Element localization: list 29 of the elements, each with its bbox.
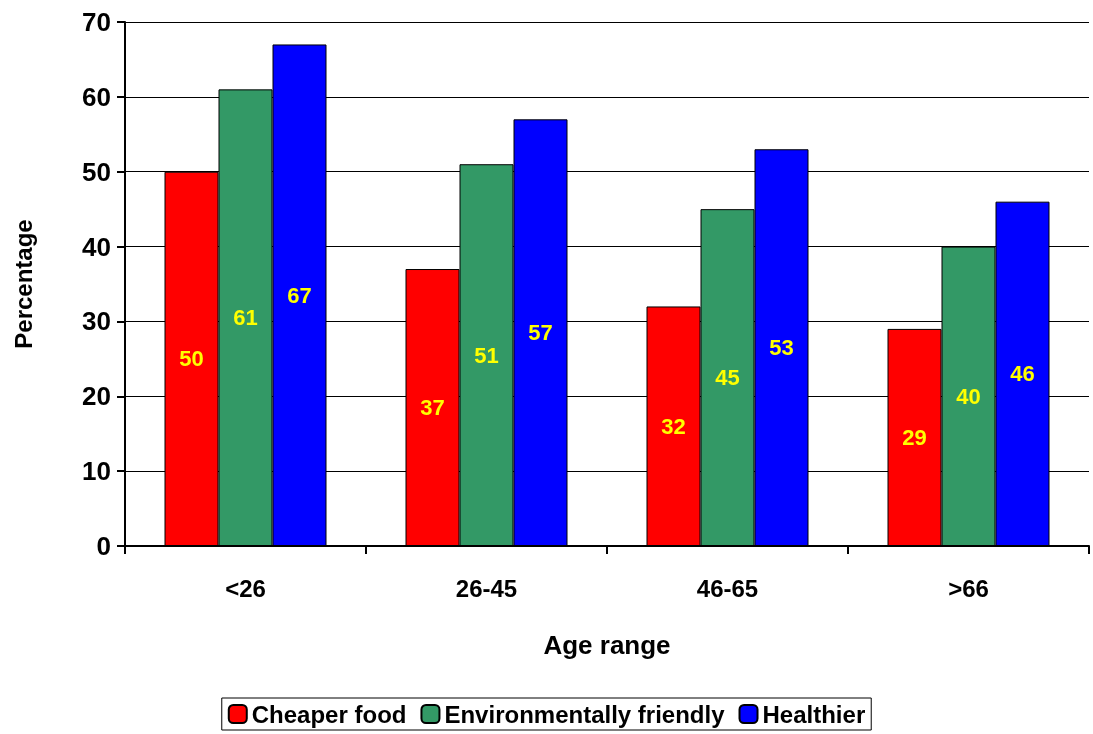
data-label: 57 [528, 320, 553, 346]
y-tick-label: 30 [82, 306, 111, 337]
x-tick-label: 46-65 [696, 574, 759, 602]
legend-label: Environmentally friendly [444, 700, 726, 728]
data-label: 50 [179, 346, 204, 372]
x-tick-label: 26-45 [455, 574, 518, 602]
y-tick-label: 40 [82, 231, 111, 262]
legend-label: Cheaper food [251, 700, 407, 728]
x-axis-title: Age range [543, 630, 671, 660]
data-label: 61 [233, 305, 258, 331]
data-label: 29 [902, 424, 927, 450]
x-tick-label: >66 [948, 574, 989, 602]
y-tick-label: 10 [82, 456, 111, 487]
data-label: 67 [287, 282, 312, 308]
data-label: 32 [661, 413, 686, 439]
data-label: 51 [474, 342, 499, 368]
data-label: 40 [956, 383, 981, 409]
data-label: 37 [420, 395, 445, 421]
y-axis-title: Percentage [9, 219, 37, 349]
y-tick-label: 0 [96, 531, 111, 561]
y-tick-label: 20 [82, 381, 111, 412]
legend-label: Healthier [762, 700, 866, 728]
y-tick-label: 60 [82, 81, 111, 112]
data-label: 46 [1010, 361, 1035, 387]
data-label: 45 [715, 365, 740, 391]
x-tick-label: <26 [225, 574, 266, 602]
y-tick-label: 70 [82, 7, 111, 37]
y-tick-label: 50 [82, 156, 111, 187]
data-label: 53 [769, 335, 794, 361]
